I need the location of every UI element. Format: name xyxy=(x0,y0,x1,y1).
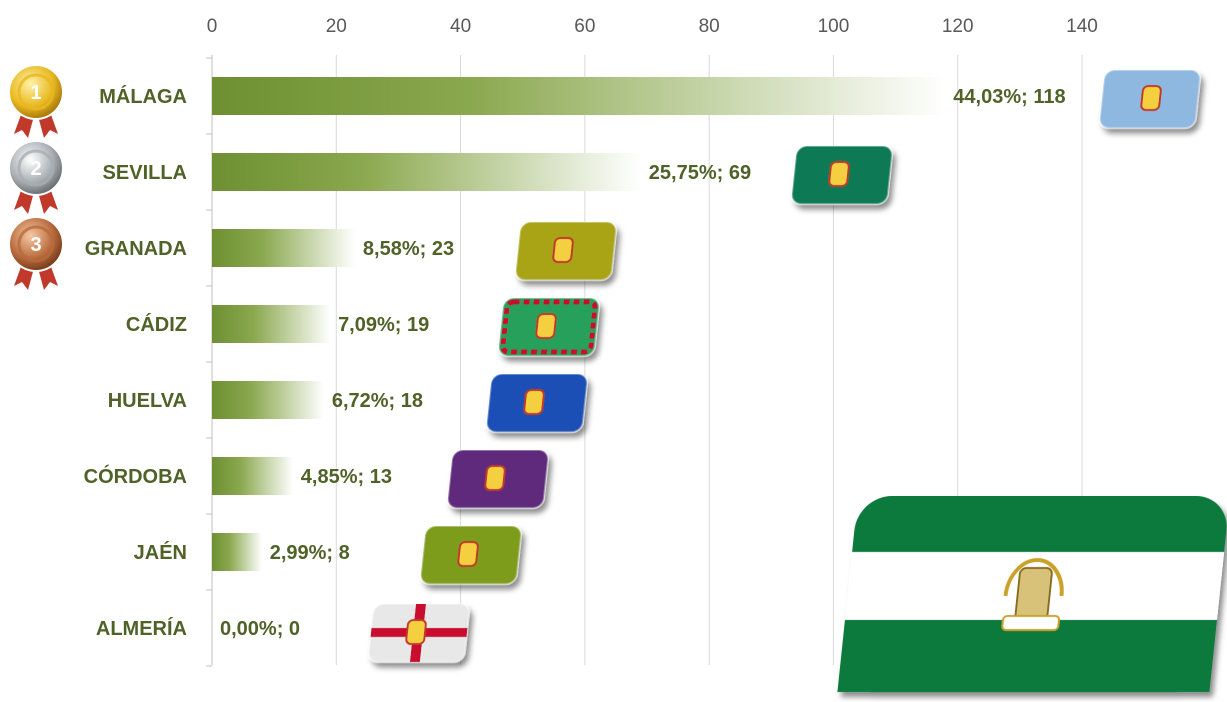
category-label-sevilla: SEVILLA xyxy=(103,162,187,184)
x-tick-label: 140 xyxy=(1066,16,1098,37)
medal-rank-label: 2 xyxy=(30,158,41,180)
coat-arch xyxy=(1003,558,1064,597)
bar-sevilla xyxy=(212,153,641,191)
andalucia-flag xyxy=(837,496,1227,692)
coat-of-arms-icon xyxy=(552,237,574,263)
coat-of-arms-icon xyxy=(457,541,479,567)
data-label-almeria: 0,00%; 0 xyxy=(220,618,300,640)
cordoba-flag-icon xyxy=(446,449,550,509)
coat-banner xyxy=(1001,615,1060,631)
data-label-sevilla: 25,75%; 69 xyxy=(649,162,751,184)
medal-rank-label: 1 xyxy=(30,82,41,104)
medal-2: 2 xyxy=(8,140,64,214)
granada-flag-icon xyxy=(514,221,618,281)
bar-cordoba xyxy=(212,457,293,495)
huelva-flag-icon xyxy=(485,373,589,433)
category-label-malaga: MÁLAGA xyxy=(99,85,187,108)
x-tick-label: 20 xyxy=(326,16,347,37)
x-tick-label: 0 xyxy=(207,16,218,37)
category-labels: MÁLAGA SEVILLA GRANADA CÁDIZ HUELVA CÓRDOBA JA… xyxy=(84,85,187,640)
data-label-huelva: 6,72%; 18 xyxy=(332,390,423,412)
x-tick-label: 100 xyxy=(818,16,850,37)
medal-disc xyxy=(8,140,64,196)
bar-malaga xyxy=(212,77,946,115)
sevilla-flag-icon xyxy=(790,145,894,205)
data-label-cordoba: 4,85%; 13 xyxy=(301,466,392,488)
province-flags xyxy=(367,69,1202,663)
category-label-cordoba: CÓRDOBA xyxy=(84,464,187,488)
jaen-flag-icon xyxy=(419,525,523,585)
category-label-granada: GRANADA xyxy=(85,238,187,260)
bar-jaen xyxy=(212,533,262,571)
data-label-malaga: 44,03%; 118 xyxy=(953,86,1065,108)
x-tick-label: 40 xyxy=(450,16,471,37)
medal-1: 1 xyxy=(8,64,64,138)
coat-of-arms-icon xyxy=(828,161,850,187)
category-label-huelva: HUELVA xyxy=(108,390,187,412)
x-tick-label: 80 xyxy=(699,16,720,37)
coat-of-arms-icon xyxy=(405,619,427,645)
medal-ring xyxy=(17,225,55,263)
coat-of-arms-icon xyxy=(1140,85,1162,111)
flag-bottom-round xyxy=(839,646,1212,692)
data-label-cadiz: 7,09%; 19 xyxy=(338,314,429,336)
almeria-flag-icon xyxy=(367,603,471,663)
coat-of-arms-icon xyxy=(535,313,557,339)
data-labels: 44,03%; 118 25,75%; 69 8,58%; 23 7,09%; 19 6… xyxy=(220,86,1066,640)
medal-ring xyxy=(17,73,55,111)
bar-cadiz xyxy=(212,305,331,343)
medal-disc xyxy=(8,64,64,120)
bar-huelva xyxy=(212,381,324,419)
x-axis-ticks: 0 20 40 60 80 100 120 140 xyxy=(207,16,1098,37)
bars xyxy=(212,77,946,571)
x-tick-label: 60 xyxy=(574,16,595,37)
category-label-almeria: ALMERÍA xyxy=(96,617,187,640)
hercules-icon xyxy=(1014,567,1053,621)
medal-ring xyxy=(17,149,55,187)
medal-rank-label: 3 xyxy=(30,234,41,256)
coat-of-arms-icon xyxy=(484,465,506,491)
data-label-jaen: 2,99%; 8 xyxy=(270,542,350,564)
andalucia-flag-icon xyxy=(837,496,1227,692)
medal-3: 3 xyxy=(8,216,64,290)
flag-border xyxy=(500,299,598,355)
category-label-cadiz: CÁDIZ xyxy=(126,313,187,336)
malaga-flag-icon xyxy=(1098,69,1202,129)
category-label-jaen: JAÉN xyxy=(134,541,187,564)
bar-granada xyxy=(212,229,355,267)
data-label-granada: 8,58%; 23 xyxy=(363,238,454,260)
coat-of-arms-icon xyxy=(523,389,545,415)
medals: 1 2 3 xyxy=(8,64,64,290)
x-tick-label: 120 xyxy=(942,16,974,37)
medal-disc xyxy=(8,216,64,272)
cadiz-flag-icon xyxy=(497,297,601,357)
